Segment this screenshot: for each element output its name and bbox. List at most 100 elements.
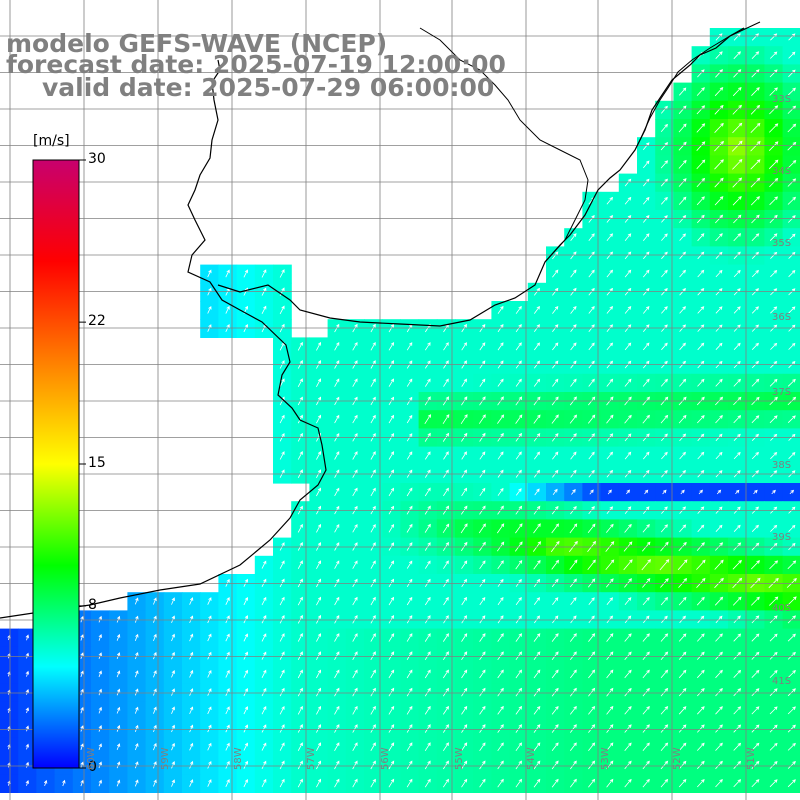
- wind-cell: [673, 756, 693, 775]
- wind-cell: [655, 319, 674, 338]
- wind-arrow: [733, 306, 741, 314]
- latitude-label: 33S: [772, 94, 792, 105]
- wind-arrow: [678, 633, 687, 642]
- wind-arrow: [769, 196, 778, 206]
- wind-arrow: [370, 724, 376, 733]
- wind-arrow: [788, 270, 796, 278]
- wind-cell: [455, 373, 474, 393]
- wind-arrow: [316, 451, 321, 460]
- wind-cell: [637, 210, 656, 229]
- wind-cell: [655, 282, 674, 302]
- wind-cell: [473, 519, 492, 539]
- wind-arrow: [442, 778, 449, 788]
- wind-cell: [564, 282, 583, 302]
- wind-cell: [764, 264, 784, 284]
- wind-cell: [673, 719, 693, 739]
- wind-arrow: [116, 743, 121, 751]
- wind-arrow: [352, 451, 358, 460]
- wind-cell: [691, 628, 711, 648]
- wind-arrow: [605, 559, 615, 571]
- wind-cell: [618, 483, 638, 502]
- wind-cell: [491, 355, 511, 375]
- wind-cell: [728, 246, 747, 266]
- wind-arrow: [98, 725, 102, 732]
- wind-arrow: [751, 688, 760, 697]
- wind-arrow: [697, 706, 705, 715]
- wind-cell: [491, 756, 511, 775]
- wind-arrow: [479, 760, 486, 770]
- wind-cell: [582, 592, 602, 611]
- wind-arrow: [153, 688, 157, 696]
- wind-arrow: [189, 688, 194, 696]
- wind-cell: [546, 519, 565, 539]
- wind-cell: [655, 137, 674, 156]
- wind-cell: [546, 737, 565, 757]
- wind-arrow: [533, 778, 541, 788]
- wind-cell: [746, 100, 765, 120]
- wind-cell: [546, 555, 565, 575]
- wind-cell: [691, 355, 711, 375]
- wind-cell: [582, 319, 602, 338]
- wind-cell: [491, 719, 511, 739]
- wind-cell: [509, 701, 529, 721]
- wind-cell: [291, 737, 310, 757]
- wind-arrow: [679, 233, 686, 241]
- wind-cell: [436, 373, 456, 393]
- wind-cell: [709, 355, 729, 375]
- wind-arrow: [207, 615, 212, 624]
- wind-arrow: [316, 487, 321, 497]
- wind-cell: [746, 756, 765, 775]
- wind-cell: [655, 774, 674, 793]
- wind-arrow: [406, 596, 413, 606]
- wind-cell: [764, 137, 784, 156]
- wind-arrow: [787, 415, 796, 423]
- wind-cell: [637, 282, 656, 302]
- wind-arrow: [352, 341, 358, 351]
- wind-cell: [618, 228, 638, 247]
- wind-arrow: [98, 706, 102, 714]
- latitude-label: 35S: [772, 238, 792, 249]
- wind-cell: [564, 319, 583, 338]
- wind-arrow: [660, 160, 669, 169]
- forecast-date: forecast date: 2025-07-19 12:00:00: [6, 50, 506, 79]
- wind-cell: [382, 355, 401, 375]
- wind-arrow: [769, 378, 778, 387]
- wind-arrow: [207, 669, 212, 678]
- wind-cell: [618, 264, 638, 284]
- wind-arrow: [715, 615, 723, 624]
- wind-cell: [746, 592, 765, 611]
- wind-arrow: [606, 269, 614, 278]
- wind-arrow: [207, 724, 212, 733]
- wind-arrow: [661, 615, 668, 624]
- wind-arrow: [388, 724, 395, 733]
- wind-arrow: [134, 597, 139, 605]
- wind-arrow: [733, 669, 742, 678]
- wind-cell: [273, 719, 292, 739]
- wind-cell: [764, 774, 784, 793]
- wind-arrow: [714, 559, 724, 570]
- wind-arrow: [261, 596, 267, 606]
- wind-arrow: [751, 342, 759, 350]
- wind-cell: [455, 555, 474, 575]
- wind-cell: [655, 373, 674, 393]
- wind-cell: [382, 410, 401, 429]
- wind-arrow: [733, 451, 741, 460]
- wind-cell: [655, 337, 674, 357]
- wind-arrow: [569, 523, 578, 534]
- latitude-label: 40S: [772, 603, 792, 614]
- wind-arrow: [316, 560, 321, 569]
- wind-cell: [509, 319, 529, 338]
- wind-cell: [582, 483, 602, 502]
- wind-cell: [764, 228, 784, 247]
- wind-arrow: [497, 414, 505, 424]
- wind-arrow: [442, 705, 449, 715]
- wind-cell: [400, 665, 420, 684]
- wind-cell: [291, 628, 310, 648]
- wind-arrow: [370, 687, 376, 697]
- longitude-label: 51W: [746, 747, 757, 770]
- wind-arrow: [696, 105, 706, 115]
- wind-arrow: [388, 633, 395, 642]
- wind-cell: [254, 701, 274, 721]
- wind-arrow: [750, 560, 760, 570]
- wind-cell: [764, 337, 784, 357]
